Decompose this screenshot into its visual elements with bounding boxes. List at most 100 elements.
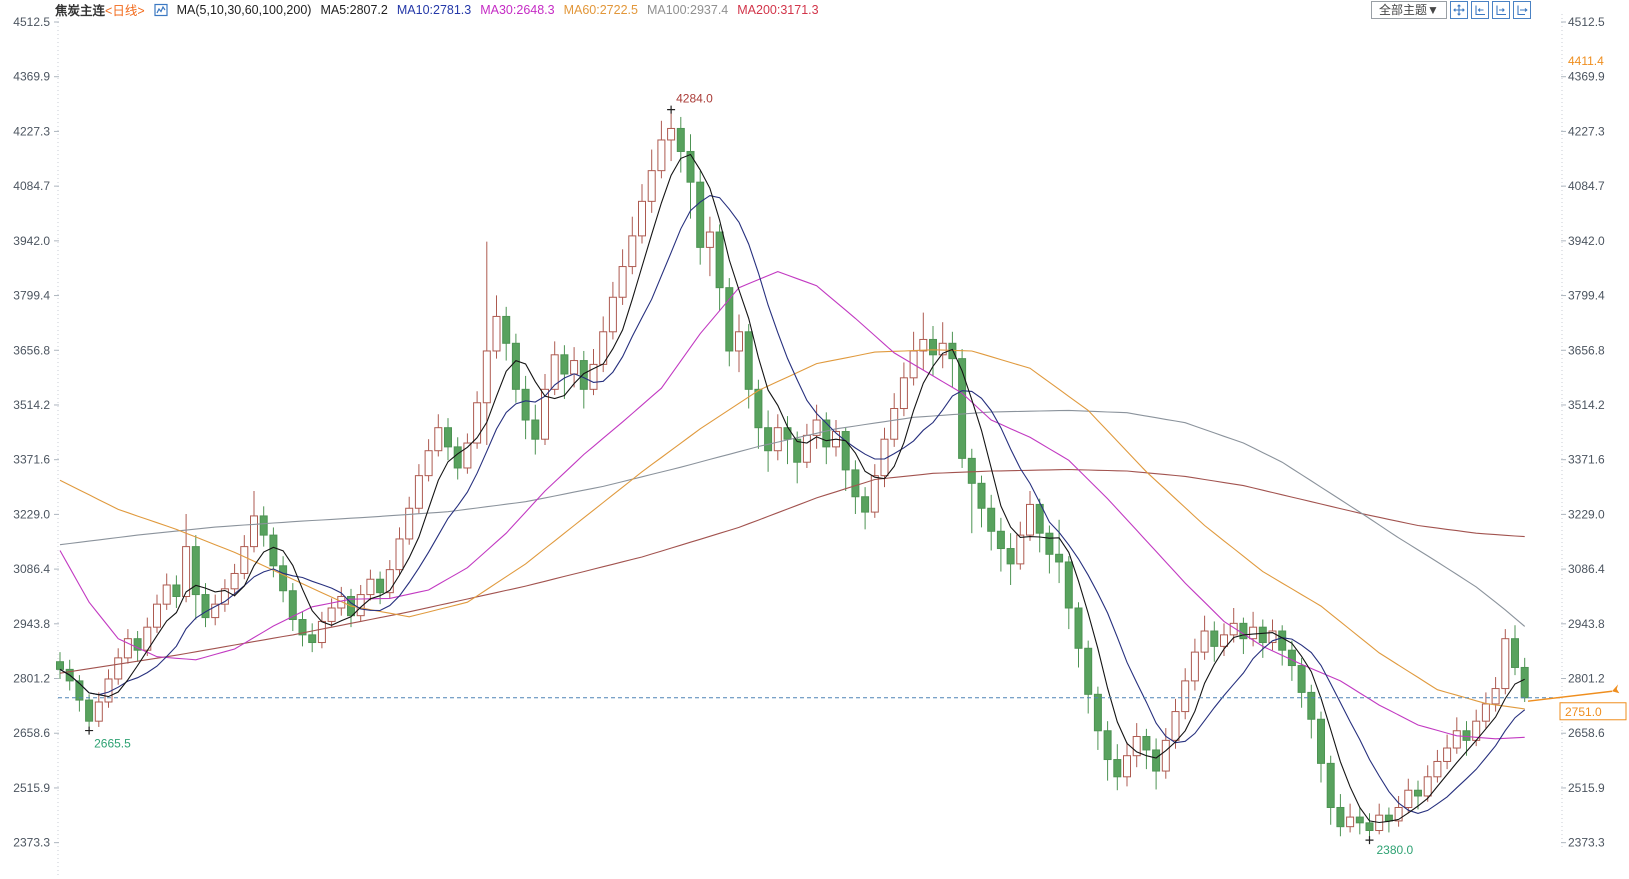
candle-down [560,354,569,375]
extreme-cross-marker [1365,836,1374,845]
move-icon[interactable] [1449,1,1468,19]
y-axis-label-right: 3514.2 [1568,398,1605,412]
legend-ma30: MA30:2648.3 [480,2,555,17]
candle-up [220,588,229,605]
candle-down [579,360,588,390]
candle-down [958,358,967,459]
y-axis-label-left: 3514.2 [13,398,50,412]
candle-up [1161,739,1170,772]
candle-up [94,701,103,722]
candle-up [657,139,666,172]
candle-down [1317,718,1325,764]
y-axis-label-right: 2658.6 [1568,726,1605,740]
candle-down [744,331,753,390]
candle-up [773,427,782,452]
candle-up [114,657,123,680]
candle-up [1190,651,1199,682]
legend-ma10: MA10:2781.3 [396,2,472,17]
candle-down [269,534,278,567]
pan-right-icon[interactable] [1491,1,1510,19]
candle-up [1220,634,1228,647]
legend-ma5: MA5:2807.2 [320,2,388,17]
candle-up [1443,747,1452,762]
y-axis-label-right: 3086.4 [1568,562,1605,576]
themes-button[interactable]: 全部主题▼ [1371,1,1447,19]
candle-down [841,431,850,471]
candle-down [75,680,84,701]
y-axis-label-left: 3656.8 [13,343,50,357]
candle-down [1365,822,1374,832]
ma60-extension-line [1527,690,1613,702]
candle-down [1064,561,1073,609]
candle-down [308,634,317,644]
candle-up [608,296,617,333]
candle-down [201,594,210,619]
candle-down [1384,814,1393,822]
period-label[interactable]: <日线> [105,4,145,18]
candle-down [133,638,142,651]
y-axis-label-right: 2943.8 [1568,617,1605,631]
candle-up [317,620,326,644]
candle-up [482,350,491,404]
candle-up [938,342,947,356]
chart-toolbar: 全部主题▼ [1371,1,1531,19]
candle-up [327,607,336,622]
y-axis-label-right: 2801.2 [1568,672,1605,686]
candle-up [123,638,132,659]
candle-up [463,442,472,469]
candle-up [1404,789,1413,808]
candle-down [1511,638,1519,668]
candle-down [531,419,540,440]
candle-down [288,590,297,621]
candle-down [1278,630,1287,651]
candle-down [279,565,288,592]
legend-ma60: MA60:2722.5 [563,2,638,17]
candle-up [589,363,598,390]
candle-up [424,450,433,477]
candle-up [802,434,811,463]
y-axis-label-right: 4369.9 [1568,70,1605,84]
y-axis-label-right: 4084.7 [1568,179,1605,193]
y-axis-label-left: 2658.6 [13,726,50,740]
candle-down [172,584,181,597]
y-axis-label-right: 2515.9 [1568,781,1605,795]
candle-down [1006,548,1015,565]
candle-up [705,231,714,248]
y-axis-label-right: 4227.3 [1568,124,1605,138]
candles [56,109,1529,841]
candle-up [162,584,171,605]
y-axis-label-left: 4512.5 [13,15,50,29]
candle-down [764,427,773,452]
candle-up [1501,638,1510,690]
extreme-cross-marker [667,105,676,114]
candle-down [1326,762,1335,808]
candlestick-chart-icon [154,3,168,17]
y-axis-label-left: 2373.3 [13,836,50,850]
candle-up [1229,622,1238,636]
candle-down [1520,666,1529,699]
step-out-icon[interactable] [1512,1,1531,19]
y-axis-label-left: 4369.9 [13,70,50,84]
candle-down [1462,730,1471,741]
y-axis-label-left: 2515.9 [13,781,50,795]
candle-up [356,594,365,617]
y-axis-label-right: 3942.0 [1568,234,1605,248]
candle-up [366,578,375,596]
pan-left-icon[interactable] [1470,1,1489,19]
candle-up [405,507,414,540]
candle-up [473,402,482,444]
candle-down [861,496,870,513]
candle-up [1268,630,1277,644]
candle-up [667,127,676,141]
candle-up [618,266,627,298]
ma-settings-label: MA(5,10,30,60,100,200) [176,2,312,17]
candle-down [1210,630,1219,647]
candle-up [628,235,637,268]
y-axis-label-left: 2943.8 [13,617,50,631]
instrument-and-period: 焦炭主连<日线> [55,0,145,19]
instrument-title[interactable]: 焦炭主连 [55,4,106,18]
candle-up [1171,711,1180,741]
candle-down [298,619,307,636]
candle-down [444,427,452,448]
